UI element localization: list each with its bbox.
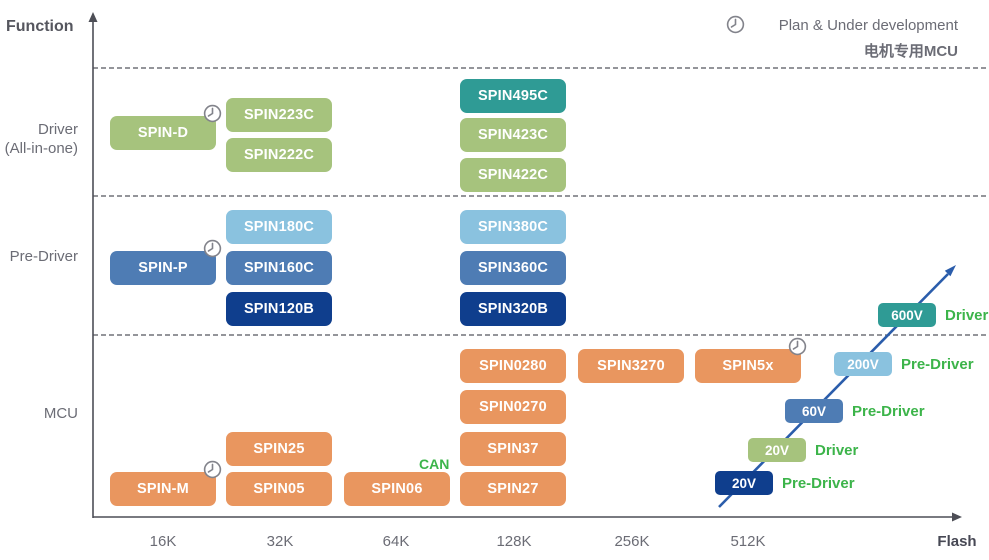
voltage-trend-arrowhead <box>944 265 956 277</box>
chip-spin380c: SPIN380C <box>460 210 566 244</box>
voltage-badge-60v-pre-driver: 60V <box>785 399 843 423</box>
chip-spin-m: SPIN-M <box>110 472 216 506</box>
y-axis-title: Function <box>6 18 74 35</box>
x-tick-32k: 32K <box>266 533 294 550</box>
chip-spin120b: SPIN120B <box>226 292 332 326</box>
x-tick-64k: 64K <box>382 533 410 550</box>
row-label-pre-driver: Pre-Driver <box>9 248 78 265</box>
chip-spin422c: SPIN422C <box>460 158 566 192</box>
chip-spin25: SPIN25 <box>226 432 332 466</box>
voltage-badge-20v-pre-driver: 20V <box>715 471 773 495</box>
chip-spin3270: SPIN3270 <box>578 349 684 383</box>
chip-spin160c: SPIN160C <box>226 251 332 285</box>
chip-spin0270: SPIN0270 <box>460 390 566 424</box>
row-label-mcu: MCU <box>43 405 78 422</box>
chip-spin320b: SPIN320B <box>460 292 566 326</box>
row-label-driver-sub: (All-in-one) <box>4 140 78 157</box>
x-tick-128k: 128K <box>496 533 532 550</box>
chip-spin222c: SPIN222C <box>226 138 332 172</box>
x-tick-16k: 16K <box>149 533 177 550</box>
chip-spin495c: SPIN495C <box>460 79 566 113</box>
badge-type-label-driver: Driver <box>945 307 989 324</box>
chip-spin223c: SPIN223C <box>226 98 332 132</box>
chip-spin5x: SPIN5x <box>695 349 801 383</box>
plan-clock-icon <box>203 104 222 123</box>
voltage-badge-200v-pre-driver: 200V <box>834 352 892 376</box>
x-axis-title: Flash <box>937 533 977 550</box>
plan-clock-icon <box>203 239 222 258</box>
row-label-driver: Driver <box>38 121 78 138</box>
can-annotation: CAN <box>419 456 450 472</box>
plan-clock-icon <box>726 15 745 34</box>
plan-clock-icon <box>203 460 222 479</box>
badge-type-label-pre-driver: Pre-Driver <box>852 403 925 420</box>
chip-spin-p: SPIN-P <box>110 251 216 285</box>
voltage-badge-600v-driver: 600V <box>878 303 936 327</box>
voltage-badge-20v-driver: 20V <box>748 438 806 462</box>
legend-plan-label: Plan & Under development <box>778 17 958 34</box>
chip-spin37: SPIN37 <box>460 432 566 466</box>
chip-spin05: SPIN05 <box>226 472 332 506</box>
y-axis-arrowhead <box>88 12 98 22</box>
badge-type-label-pre-driver: Pre-Driver <box>782 475 855 492</box>
chip-spin06: SPIN06 <box>344 472 450 506</box>
x-tick-256k: 256K <box>614 533 650 550</box>
badge-type-label-pre-driver: Pre-Driver <box>901 356 974 373</box>
chip-spin360c: SPIN360C <box>460 251 566 285</box>
chip-spin27: SPIN27 <box>460 472 566 506</box>
x-axis-arrowhead <box>952 512 962 522</box>
chip-spin-d: SPIN-D <box>110 116 216 150</box>
legend-subtitle: 电机专用MCU <box>863 43 958 60</box>
plan-clock-icon <box>788 337 807 356</box>
x-tick-512k: 512K <box>730 533 766 550</box>
chip-spin180c: SPIN180C <box>226 210 332 244</box>
chip-spin423c: SPIN423C <box>460 118 566 152</box>
chip-spin0280: SPIN0280 <box>460 349 566 383</box>
badge-type-label-driver: Driver <box>815 442 859 459</box>
